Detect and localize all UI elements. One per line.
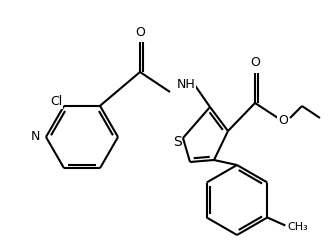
- Text: NH: NH: [176, 79, 195, 91]
- Text: Cl: Cl: [50, 95, 62, 108]
- Text: O: O: [250, 56, 260, 70]
- Text: S: S: [173, 135, 181, 149]
- Text: O: O: [278, 113, 288, 127]
- Text: N: N: [30, 131, 40, 143]
- Text: CH₃: CH₃: [287, 223, 308, 233]
- Text: O: O: [135, 25, 145, 39]
